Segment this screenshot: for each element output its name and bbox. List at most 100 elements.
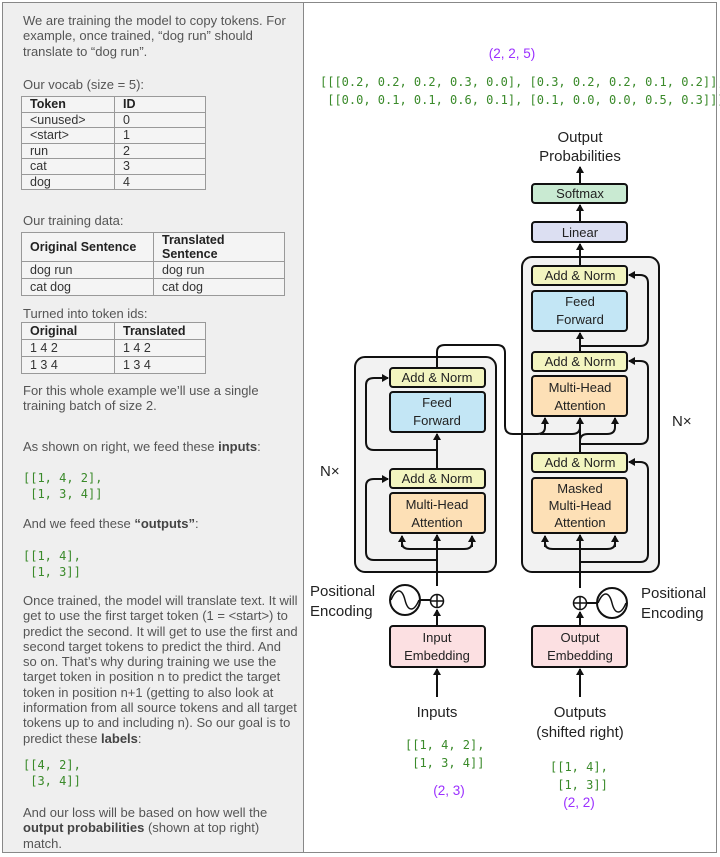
encoder-add-norm-box [389, 367, 486, 388]
table-row: dog run dog run [21, 261, 285, 279]
cell: dog [21, 173, 115, 190]
linear-label: Linear [562, 225, 599, 240]
masked-attention-label: Multi-Head [549, 498, 612, 513]
encoder-block [354, 356, 497, 573]
decoder-add-norm-box [531, 452, 628, 473]
add-norm-label: Add & Norm [545, 354, 616, 369]
outputs-code: [[1, 4], [1, 3]] [23, 549, 81, 579]
feed-forward-label: Forward [556, 312, 604, 327]
inputs-values: [[1, 4, 2], [405, 738, 484, 752]
softmax-label: Softmax [556, 186, 604, 201]
positional-encoding-label: Encoding [310, 603, 373, 620]
positional-encoding-label: Encoding [641, 605, 704, 622]
feed-forward-label: Feed [565, 294, 595, 309]
cell: 1 3 4 [114, 356, 206, 374]
outputs-values: [[1, 4], [550, 760, 608, 774]
text: : [257, 439, 261, 454]
cell: 1 3 4 [21, 356, 115, 374]
outputs-label: (shifted right) [536, 724, 624, 741]
text: : [194, 516, 199, 531]
header-original: Original Sentence [21, 232, 154, 262]
output-values-line: [[0.0, 0.1, 0.1, 0.6, 0.1], [0.1, 0.0, 0… [320, 93, 720, 107]
attention-label: Attention [411, 515, 462, 530]
encoder-feed-forward-box [389, 391, 486, 433]
table-row: cat dog cat dog [21, 278, 285, 296]
text: (shown at top right) match. [23, 820, 260, 851]
feed-forward-label: Feed [422, 395, 452, 410]
input-embedding-label: Input [423, 630, 452, 645]
attention-label: Attention [554, 398, 605, 413]
outputs-values: [1, 3]] [550, 778, 608, 792]
labels-code: [[4, 2], [3, 4]] [23, 758, 81, 788]
text: As shown on right, we feed these [23, 439, 219, 454]
bold-text: inputs [218, 439, 258, 454]
table-row: dog 4 [21, 173, 206, 190]
cell: cat dog [21, 278, 154, 296]
softmax-box [531, 183, 628, 204]
decoder-add-norm-box [531, 265, 628, 286]
training-label: Our training data: [23, 213, 124, 228]
vocab-label: Our vocab (size = 5): [23, 77, 145, 92]
encoder-attention-box [389, 492, 486, 534]
inputs-code: [[1, 4, 2], [1, 3, 4]] [23, 471, 103, 501]
attention-label: Multi-Head [406, 497, 469, 512]
decoder-add-norm-box [531, 351, 628, 372]
output-values-line: [[[0.2, 0.2, 0.2, 0.3, 0.0], [0.3, 0.2, … [320, 75, 720, 89]
masked-attention-box [531, 477, 628, 534]
decoder-cross-attention-box [531, 375, 628, 417]
add-norm-label: Add & Norm [402, 471, 473, 486]
explanation-panel: We are training the model to copy tokens… [2, 2, 304, 853]
text: And our loss will be based on how well t… [23, 805, 268, 820]
positional-encoding-label: Positional [641, 585, 706, 602]
output-embedding-box [531, 625, 628, 668]
intro-text: We are training the model to copy tokens… [23, 13, 286, 59]
explain-text: Once trained, the model will translate t… [23, 593, 298, 746]
inputs-values: [1, 3, 4]] [405, 756, 484, 770]
vocab-table: Token ID <unused> 0 <start> 1 run 2 cat 3 dog… [21, 96, 206, 190]
outputs-text: And we feed these “outputs”: [23, 516, 298, 531]
loss-text: And our loss will be based on how well t… [23, 805, 298, 851]
output-embedding-label: Output [560, 630, 599, 645]
outputs-shape: (2, 2) [563, 795, 595, 810]
batch-text: For this whole example we’ll use a singl… [23, 383, 259, 414]
inputs-text: As shown on right, we feed these inputs: [23, 439, 298, 454]
table-row: cat 3 [21, 158, 206, 175]
output-embedding-label: Embedding [547, 648, 613, 663]
add-norm-label: Add & Norm [545, 455, 616, 470]
input-embedding-label: Embedding [404, 648, 470, 663]
decoder-feed-forward-box [531, 290, 628, 332]
inputs-label: Inputs [417, 704, 458, 721]
add-norm-label: Add & Norm [545, 268, 616, 283]
cell: <unused> [21, 111, 115, 128]
feed-forward-label: Forward [413, 413, 461, 428]
add-norm-label: Add & Norm [402, 370, 473, 385]
ids-label: Turned into token ids: [23, 306, 148, 321]
decoder-nx-label: N× [672, 413, 692, 430]
text: : [137, 730, 142, 746]
input-embedding-box [389, 625, 486, 668]
training-table: Original Sentence Translated Sentence dog… [21, 232, 285, 296]
bold-text: “outputs” [134, 516, 195, 531]
positional-encoding-label: Positional [310, 583, 375, 600]
bold-text: output probabilities [23, 820, 145, 836]
attention-label: Multi-Head [549, 380, 612, 395]
masked-attention-label: Masked [557, 481, 603, 496]
outputs-label: Outputs [554, 704, 607, 721]
encoder-add-norm-box [389, 468, 486, 489]
bold-text: labels [101, 730, 138, 746]
output-probabilities-label: Output [557, 129, 603, 146]
masked-attention-label: Attention [554, 515, 605, 530]
output-shape: (2, 2, 5) [489, 46, 536, 61]
table-row: <start> 1 [21, 127, 206, 144]
text: Once trained, the model will translate t… [23, 593, 298, 746]
header-translated: Translated Sentence [153, 232, 285, 262]
header-translated: Translated [114, 322, 206, 340]
cell: cat dog [153, 278, 285, 296]
output-probabilities-label: Probabilities [539, 148, 621, 165]
linear-box [531, 221, 628, 243]
cell: 1 4 2 [114, 339, 206, 357]
encoder-nx-label: N× [320, 463, 340, 480]
